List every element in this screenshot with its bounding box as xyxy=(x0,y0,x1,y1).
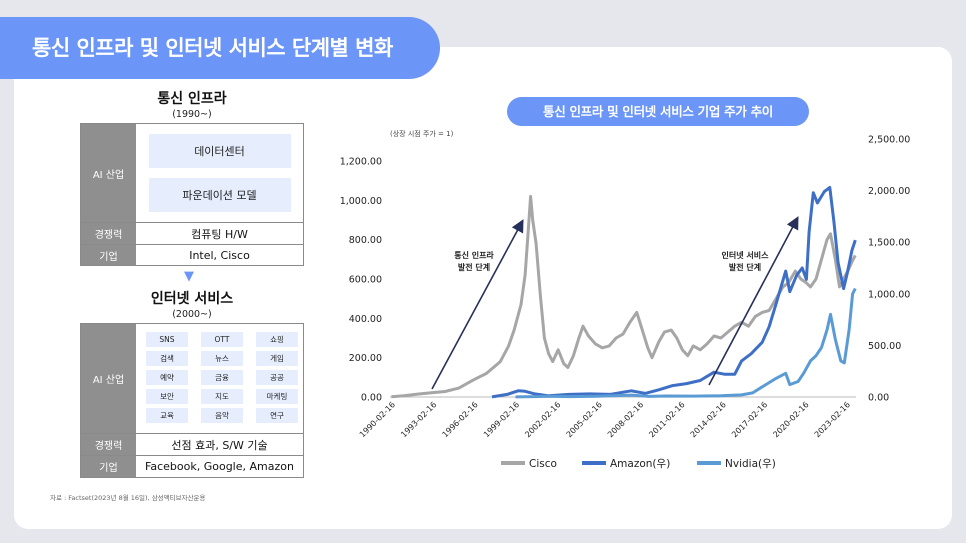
service-tag: 금융 xyxy=(201,370,243,385)
cisco-series-line xyxy=(391,194,857,399)
y-right-tick-label: 2,000.00 xyxy=(868,186,910,197)
service-tag: 검색 xyxy=(146,351,188,366)
stage2-companies: Facebook, Google, Amazon xyxy=(145,460,294,473)
stage1-companies-label: 기업 xyxy=(81,245,136,265)
stage1-companies: Intel, Cisco xyxy=(189,248,250,262)
annotation-infra-line2: 발전 단계 xyxy=(458,262,490,272)
service-tag: 음악 xyxy=(201,408,243,423)
service-tag: SNS xyxy=(146,332,188,347)
x-tick-label: 2005-02-16 xyxy=(565,400,604,439)
stage1-competitiveness: 컴퓨팅 H/W xyxy=(191,227,248,241)
legend-label: Amazon(우) xyxy=(610,458,670,470)
service-tag: 게임 xyxy=(256,351,298,366)
y-left-tick-label: 800.00 xyxy=(349,235,382,246)
y-right-tick-label: 500.00 xyxy=(868,341,901,352)
stage2-table: AI 산업 SNS OTT 쇼핑 검색 뉴스 게임 예약 금융 공공 보안 지도 마케팅 교육 음악 연구 … xyxy=(80,323,304,478)
stage1-industry-item: 데이터센터 xyxy=(148,134,291,168)
page-title: 통신 인프라 및 인터넷 서비스 단계별 변화 xyxy=(0,17,440,79)
x-tick-label: 2023-02-16 xyxy=(813,400,852,439)
x-tick-label: 1993-02-16 xyxy=(399,400,438,439)
stage1-title: 통신 인프라 xyxy=(157,91,227,107)
stage1-industry-item: 파운데이션 모델 xyxy=(148,178,291,212)
y-right-tick-label: 0.00 xyxy=(868,393,889,404)
x-tick-label: 2014-02-16 xyxy=(689,400,728,439)
annotation-internet-line1: 인터넷 서비스 xyxy=(722,250,770,260)
stage1-industry-label: AI 산업 xyxy=(81,124,136,222)
nvidia-series-line xyxy=(515,287,857,399)
chart-title: 통신 인프라 및 인터넷 서비스 기업 주가 추이 xyxy=(507,97,809,126)
stage1-heading: 통신 인프라 (1990~) xyxy=(80,88,304,120)
stage2-competitiveness-label: 경쟁력 xyxy=(81,434,136,455)
service-tag: 마케팅 xyxy=(256,389,298,404)
arrow-down-icon: ▼ xyxy=(184,269,194,284)
stage2-competitiveness: 선점 효과, S/W 기술 xyxy=(171,438,268,452)
y-left-tick-label: 400.00 xyxy=(349,314,382,325)
y-right-tick-label: 1,000.00 xyxy=(868,289,910,300)
x-tick-label: 2008-02-16 xyxy=(606,400,645,439)
stage2-heading: 인터넷 서비스 (2000~) xyxy=(80,288,304,320)
y-right-tick-label: 1,500.00 xyxy=(868,238,910,249)
y-left-tick-label: 0.00 xyxy=(361,393,382,404)
x-tick-label: 2002-02-16 xyxy=(523,400,562,439)
service-tag: 교육 xyxy=(146,408,188,423)
chart-note: (상장 시점 주가 = 1) xyxy=(390,129,454,138)
service-tag: OTT xyxy=(201,332,243,347)
y-right-tick-label: 2,500.00 xyxy=(868,135,910,146)
y-left-tick-label: 1,200.00 xyxy=(340,157,382,168)
annotation-internet-line2: 발전 단계 xyxy=(729,262,761,272)
legend-label: Nvidia(우) xyxy=(725,458,776,470)
stage1-table: AI 산업 데이터센터 파운데이션 모델 경쟁력 컴퓨팅 H/W 기업 Inte… xyxy=(80,123,304,266)
annotation-infra-line1: 통신 인프라 xyxy=(454,250,494,260)
annotation-arrow-internet xyxy=(708,216,799,386)
stage2-industry-label: AI 산업 xyxy=(81,324,136,433)
y-left-tick-label: 600.00 xyxy=(349,275,382,286)
x-tick-label: 1999-02-16 xyxy=(482,400,521,439)
service-tag: 지도 xyxy=(201,389,243,404)
service-tag: 공공 xyxy=(256,370,298,385)
stage1-period: (1990~) xyxy=(172,109,212,120)
y-left-tick-label: 1,000.00 xyxy=(340,196,382,207)
source-note: 자료 : Factset(2023년 8월 16일), 삼성액티브자산운용 xyxy=(50,494,206,502)
x-tick-label: 2011-02-16 xyxy=(647,400,686,439)
service-tag: 예약 xyxy=(146,370,188,385)
y-left-tick-label: 200.00 xyxy=(349,353,382,364)
x-tick-label: 2020-02-16 xyxy=(771,400,810,439)
x-tick-label: 1990-02-16 xyxy=(358,400,397,439)
service-tag: 연구 xyxy=(256,408,298,423)
service-tag: 쇼핑 xyxy=(256,332,298,347)
x-tick-label: 1996-02-16 xyxy=(441,400,480,439)
stage2-period: (2000~) xyxy=(172,309,212,320)
annotation-arrow-infra xyxy=(431,219,524,390)
x-tick-label: 2017-02-16 xyxy=(730,400,769,439)
amazon-series-line xyxy=(491,186,857,399)
legend-label: Cisco xyxy=(529,458,557,470)
service-tag: 보안 xyxy=(146,389,188,404)
stage2-companies-label: 기업 xyxy=(81,456,136,477)
stage2-title: 인터넷 서비스 xyxy=(150,291,234,307)
stage1-competitiveness-label: 경쟁력 xyxy=(81,223,136,244)
service-tag: 뉴스 xyxy=(201,351,243,366)
